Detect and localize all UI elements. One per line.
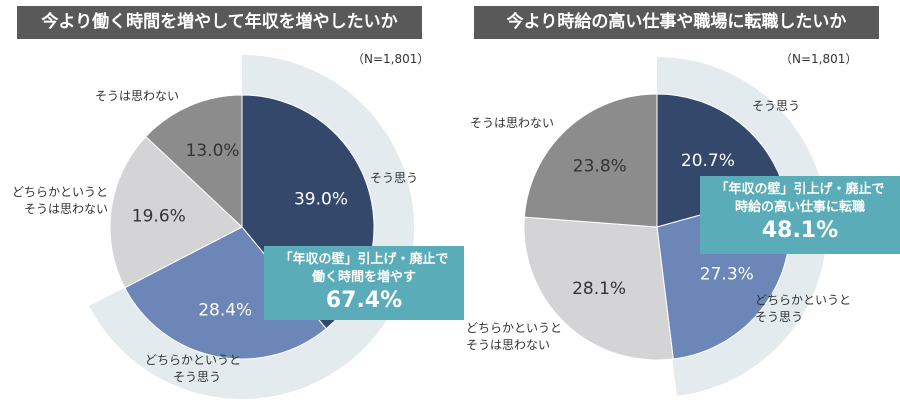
chart1-slice-3 [109,135,243,289]
chart2-callout-line1: 「年収の壁」引上げ・廃止で [715,182,885,197]
chart2-legend-disagree: そうは思わない [470,115,554,132]
chart2-legend-somewhat-agree-line2: そう思う [755,310,804,324]
chart1-slice-1-label: 39.0% [294,190,348,210]
chart2-slice-3-label: 28.1% [572,279,626,299]
chart1-legend-disagree: そうは思わない [95,88,179,105]
chart2-legend-disagree-line1: そうは思わない [470,116,555,130]
chart1-legend-agree-line1: そう思う [370,171,419,185]
chart2-callout: 「年収の壁」引上げ・廃止で 時給の高い仕事に転職 48.1% [700,176,900,254]
chart2-legend-agree-line1: そう思う [752,99,801,113]
chart2-callout-line2: 時給の高い仕事に転職 [734,200,865,215]
chart1-legend-somewhat-disagree-line1: どちらかというと [11,185,108,199]
chart2-slice-4 [523,93,658,228]
chart1-legend-somewhat-agree-line1: どちらかというと [145,353,242,367]
chart2-legend-somewhat-disagree-line2: そうは思わない [466,338,551,352]
chart2-legend-agree: そう思う [752,98,800,115]
chart1-callout: 「年収の壁」引上げ・廃止で 働く時間を増やす 67.4% [264,246,464,320]
chart2-callout-value: 48.1% [761,218,839,243]
chart2-legend-somewhat-disagree-line1: どちらかというと [466,321,563,335]
chart1-legend-somewhat-disagree: どちらかというと そうは思わない [10,184,108,218]
chart1-slice-4-label: 13.0% [186,141,240,161]
chart1-callout-line1: 「年収の壁」引上げ・廃止で [279,252,449,267]
chart1-title: 今より働く時間を増やして年収を増やしたいか [17,6,422,39]
chart1-slice-2 [124,226,327,360]
chart2-title: 今より時給の高い仕事や職場に転職したいか [474,6,879,39]
chart1-legend-somewhat-agree: どちらかというと そう思う [145,352,241,386]
chart2-slice-2-label: 27.3% [700,265,754,285]
chart2-slice-4-label: 23.8% [573,156,627,176]
chart1-legend-somewhat-disagree-line2: そうは思わない [23,202,108,216]
chart2-legend-somewhat-agree-line1: どちらかというと [755,293,852,307]
chart1-legend-somewhat-agree-line2: そう思う [173,370,222,384]
chart2-slice-3 [523,216,674,361]
chart2-slice-1-label: 20.7% [681,151,735,171]
chart2-legend-somewhat-disagree: どちらかというと そうは思わない [466,320,562,354]
chart1-n-label: （N=1,801） [352,52,430,66]
chart1-slice-4 [145,94,243,229]
chart1-callout-value: 67.4% [325,288,403,313]
chart2-n-label: （N=1,801） [780,52,858,66]
chart1-legend-disagree-line1: そうは思わない [95,89,180,103]
chart1-legend-agree: そう思う [370,170,418,187]
chart1-callout-line2: 働く時間を増やす [311,270,416,285]
chart2-legend-somewhat-agree: どちらかというと そう思う [755,292,851,326]
chart1-slice-3-label: 19.6% [132,206,186,226]
chart1-slice-2-label: 28.4% [198,300,252,320]
